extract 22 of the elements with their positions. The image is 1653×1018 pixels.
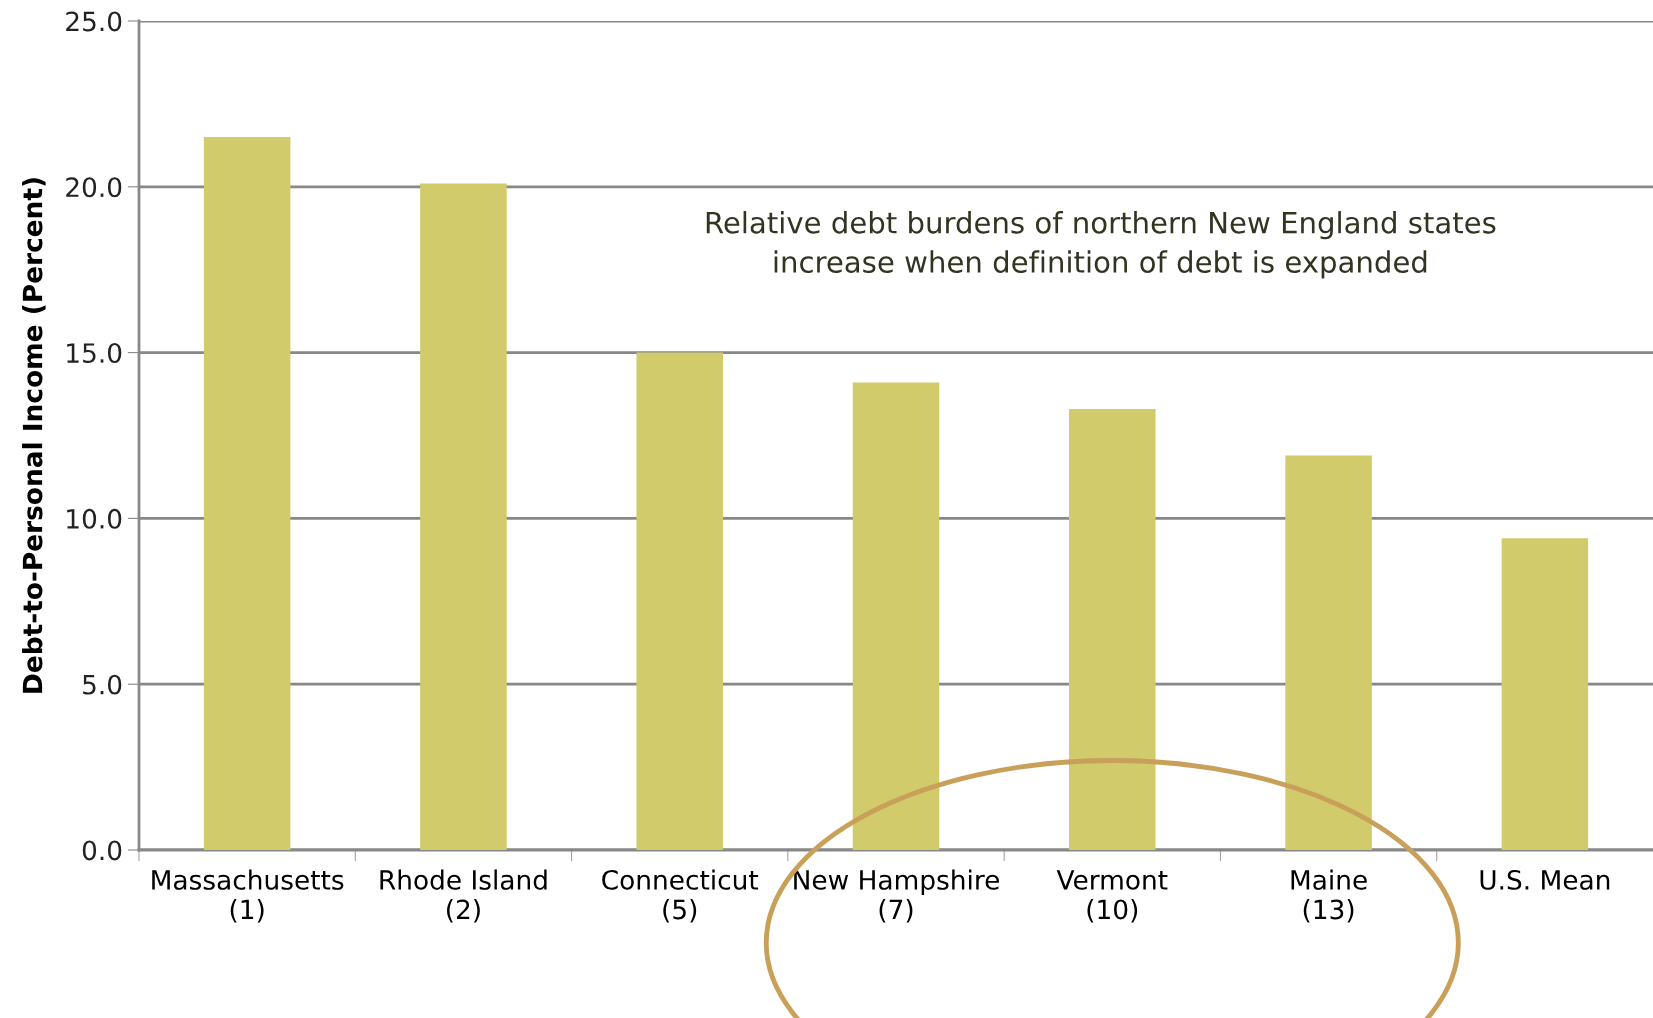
- x-tick-label: Massachusetts (1): [152, 869, 344, 923]
- y-tick-label: 10.0: [67, 508, 122, 529]
- bar: [203, 137, 291, 850]
- bar: [420, 183, 507, 850]
- bar: [1285, 455, 1372, 850]
- y-tick-label: 0.0: [82, 840, 122, 861]
- bar: [636, 352, 723, 850]
- y-tick-label: 15.0: [67, 343, 122, 363]
- x-tick-label: Vermont (10): [1056, 870, 1168, 923]
- y-tick-label: 5.0: [83, 674, 122, 695]
- x-tick-label: Connecticut (5): [602, 869, 759, 923]
- y-axis-title: Debt-to-Personal Income (Percent): [22, 178, 46, 693]
- x-tick-label: Maine (13): [1291, 869, 1367, 923]
- annotation: Relative debt burdens of northern New England states increase when definition of debt is expanded: [706, 211, 1496, 279]
- bar: [852, 382, 940, 850]
- y-tick-label: 25.0: [66, 11, 122, 32]
- x-tick-label: Rhode Island (2): [380, 869, 547, 923]
- x-tick-label: U.S. Mean: [1480, 869, 1610, 890]
- x-tick-label: New Hampshire (7): [794, 869, 999, 923]
- bar: [1501, 538, 1589, 850]
- y-tick-label: 20.0: [66, 177, 122, 198]
- bar: [1069, 408, 1156, 850]
